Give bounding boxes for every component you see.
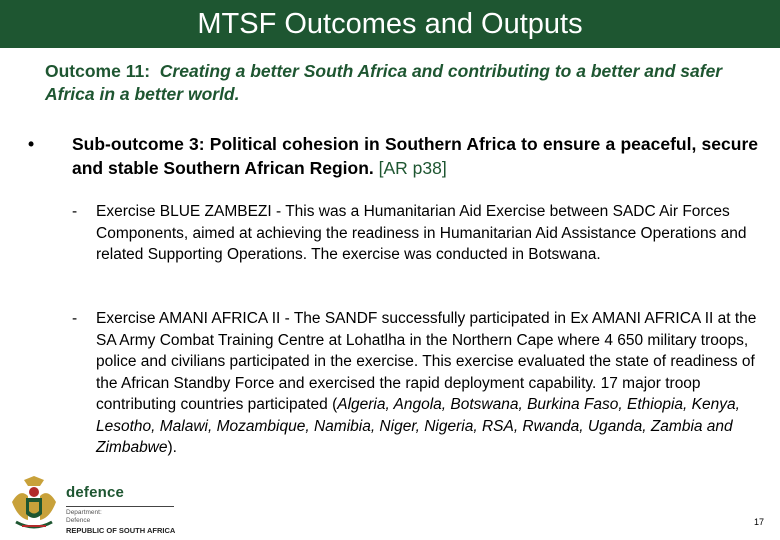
sub-item-blue-zambezi: - Exercise BLUE ZAMBEZI - This was a Hum… [72,201,762,266]
sub-outcome-bullet: • Sub-outcome 3: Political cohesion in S… [28,132,758,180]
dash-marker: - [72,310,78,327]
department-label: Department: Defence [66,509,102,524]
countries-list: Algeria, Angola, Botswana, Burkina Faso,… [96,396,740,456]
department-line-1: Department: [66,509,102,516]
slide-title: MTSF Outcomes and Outputs [197,7,583,40]
outcome-statement: Outcome 11: Creating a better South Afri… [45,60,760,106]
sub-item-text: Exercise BLUE ZAMBEZI - This was a Human… [96,203,747,263]
sub-outcome-text: Sub-outcome 3: Political cohesion in Sou… [72,134,758,178]
annual-report-reference: [AR p38] [378,158,447,178]
outcome-label: Outcome 11: [45,61,151,81]
dash-marker: - [72,203,78,220]
title-bar: MTSF Outcomes and Outputs [0,0,780,48]
page-number: 17 [753,517,764,527]
coat-of-arms-icon [12,476,56,529]
outcome-description: Creating a better South Africa and contr… [45,61,723,104]
sub-item-amani-africa: - Exercise AMANI AFRICA II - The SANDF s… [72,308,762,459]
sub-item-text: Exercise AMANI AFRICA II - The SANDF suc… [96,308,762,459]
department-line-2: Defence [66,516,91,524]
sub-item-text-end: ). [167,439,177,456]
sub-outcome-text-block: Sub-outcome 3: Political cohesion in Sou… [72,132,758,180]
logo-wordmark: defence [66,484,125,501]
bullet-marker: • [28,134,35,154]
country-label: REPUBLIC OF SOUTH AFRICA [66,526,176,535]
logo-divider [66,506,174,507]
sub-item-text-start: Exercise AMANI AFRICA II - The SANDF suc… [96,310,757,413]
